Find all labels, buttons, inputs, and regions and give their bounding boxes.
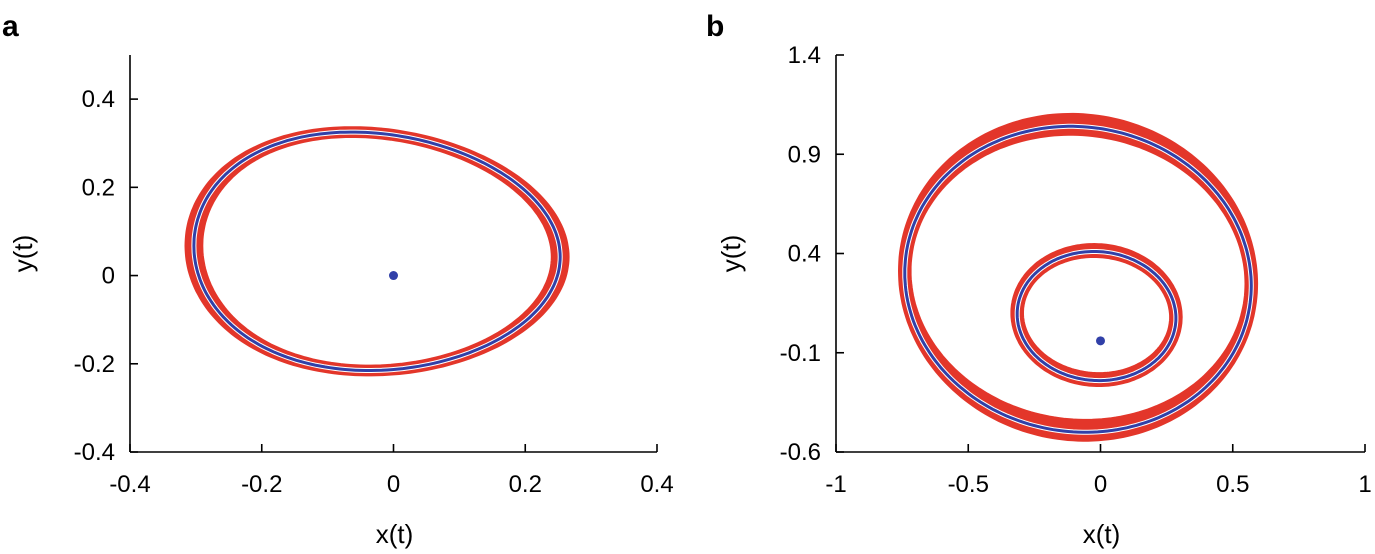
- y-tick-label-3: 0.9: [788, 141, 821, 168]
- y-tick-label-2: 0.4: [788, 241, 821, 268]
- y-tick-label-3: 0.2: [82, 174, 115, 201]
- y-tick-label-4: 1.4: [788, 42, 821, 69]
- limit-cycle-1: [192, 130, 562, 372]
- y-tick-label-1: -0.1: [780, 340, 821, 367]
- x-tick-label-1: -0.2: [241, 471, 282, 498]
- x-tick-label-2: 0: [387, 471, 400, 498]
- x-tick-label-0: -0.4: [109, 471, 150, 498]
- equilibrium-point: [389, 271, 398, 281]
- y-tick-label-0: -0.6: [780, 439, 821, 466]
- x-tick-label-0: -1: [825, 471, 846, 498]
- y-axis-label: y(t): [8, 235, 38, 273]
- y-axis-label: y(t): [716, 235, 746, 273]
- chart-a: -0.4 -0.2 0 0.2 0.4 -0.4 -0.2 0 0.2 0.4 x(t) y(t): [8, 55, 674, 549]
- y-tick-label-0: -0.4: [74, 439, 115, 466]
- x-axis-label: x(t): [376, 519, 414, 549]
- x-axis-label: x(t): [1083, 519, 1121, 549]
- limit-cycle-3: [1015, 250, 1178, 383]
- transient-orbit-2-strand-12: [1010, 242, 1183, 387]
- x-tick-label-1: -0.5: [948, 471, 989, 498]
- x-tick-label-4: 1: [1358, 471, 1371, 498]
- transient-orbit-0-strand-12: [184, 126, 570, 377]
- y-tick-label-4: 0.4: [82, 86, 115, 113]
- x-tick-label-2: 0: [1094, 471, 1107, 498]
- chart-b: -1 -0.5 0 0.5 1 -0.6 -0.1 0.4 0.9 1.4 x(t) y(t): [716, 42, 1372, 549]
- transient-orbit-0-strand-12: [897, 112, 1259, 442]
- y-tick-label-1: -0.2: [74, 351, 115, 378]
- y-tick-label-2: 0: [102, 263, 115, 290]
- panel-letter-b: b: [706, 10, 724, 43]
- equilibrium-point: [1096, 336, 1105, 346]
- x-tick-label-3: 0.5: [1216, 471, 1249, 498]
- x-tick-label-4: 0.4: [640, 471, 673, 498]
- panel-letter-a: a: [2, 10, 19, 43]
- limit-cycle-1: [903, 124, 1253, 434]
- x-tick-label-3: 0.2: [509, 471, 542, 498]
